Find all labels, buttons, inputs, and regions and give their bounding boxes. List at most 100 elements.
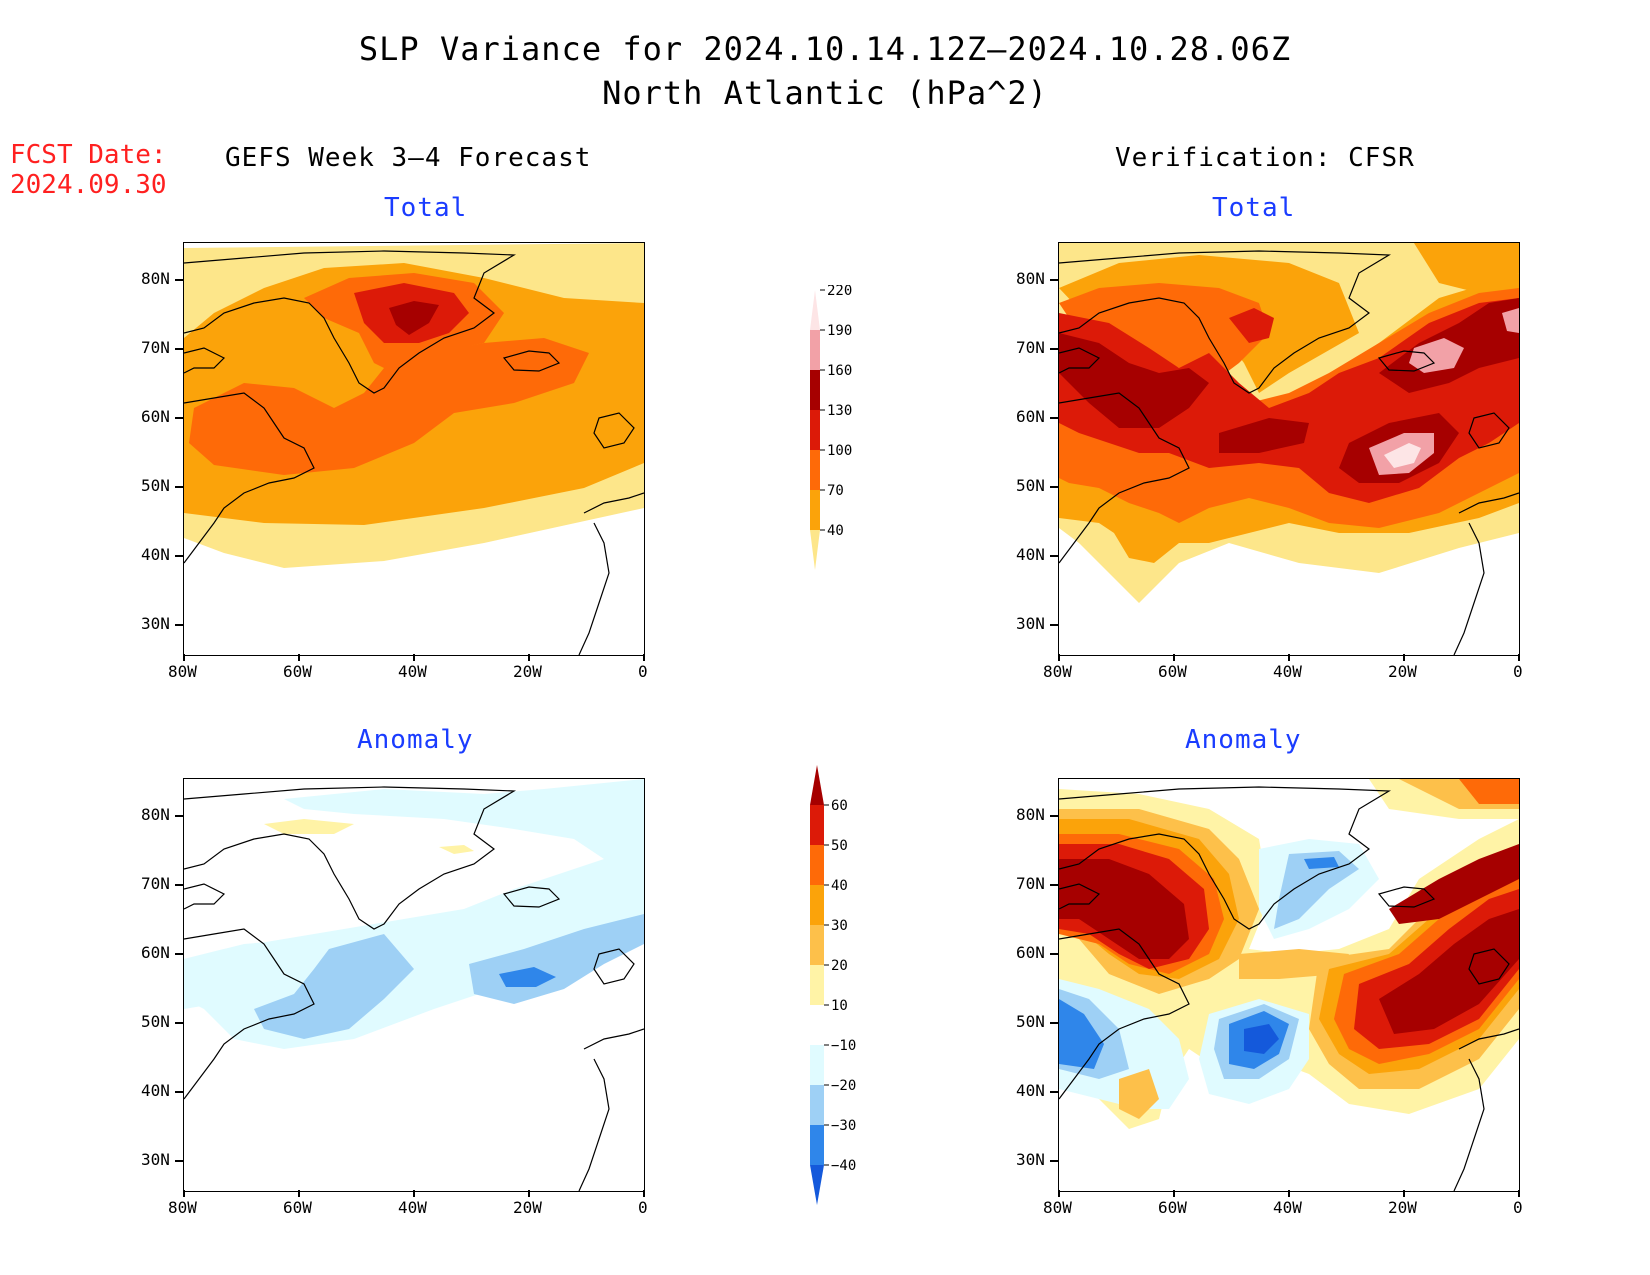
lon-tick-mark: [643, 654, 645, 661]
lon-tick-label: 0: [638, 1198, 648, 1217]
lat-tick-mark: [1050, 953, 1058, 955]
lon-tick-label: 80W: [168, 1198, 197, 1217]
lat-tick-mark: [1050, 555, 1058, 557]
lat-tick-mark: [1050, 1160, 1058, 1162]
lat-tick-label: 30N: [141, 1150, 170, 1169]
coastline: [184, 250, 644, 655]
lat-tick-mark: [175, 279, 183, 281]
cfsr-total-map: [1058, 242, 1520, 656]
contour-minus30b: [1059, 999, 1104, 1069]
colorbar-segment: [810, 965, 824, 1005]
contour-130b: [1229, 308, 1274, 343]
lon-tick-label: 60W: [283, 662, 312, 681]
lat-tick-label: 70N: [1016, 874, 1045, 893]
lon-tick-mark: [298, 654, 300, 661]
colorbar-segment: [810, 885, 824, 925]
colorbar-label: 40: [827, 523, 844, 539]
lat-tick-label: 40N: [141, 1081, 170, 1100]
lon-tick-label: 20W: [1388, 1198, 1417, 1217]
lat-tick-mark: [175, 884, 183, 886]
contour-minus10: [184, 779, 644, 1049]
lon-tick-label: 80W: [168, 662, 197, 681]
anomaly-colorbar-graphic: −40 −30 −20 −10 10 20 30 40 50 60: [810, 765, 856, 1205]
contour-minus30c: [1304, 857, 1339, 869]
lon-tick-mark: [1058, 1190, 1060, 1197]
lat-tick-label: 50N: [141, 1012, 170, 1031]
colorbar-segment: [810, 290, 820, 330]
lon-tick-mark: [1058, 654, 1060, 661]
lon-tick-mark: [643, 1190, 645, 1197]
lat-tick-label: 30N: [1016, 614, 1045, 633]
forecast-date-value: 2024.09.30: [10, 170, 167, 200]
lat-tick-mark: [1050, 1091, 1058, 1093]
colorbar-segment: [810, 490, 820, 530]
lon-tick-mark: [413, 1190, 415, 1197]
colorbar-label: 20: [831, 958, 848, 974]
contour-220: [1384, 443, 1421, 468]
contour-160: [389, 301, 439, 335]
colorbar-label: 60: [831, 798, 848, 814]
colorbar-label: 10: [831, 998, 848, 1014]
contour-60: [1059, 859, 1189, 959]
colorbar-label: 30: [831, 918, 848, 934]
contour-70c: [1414, 243, 1519, 293]
lon-tick-mark: [183, 1190, 185, 1197]
colorbar-label: −40: [831, 1158, 856, 1174]
lat-tick-label: 70N: [1016, 338, 1045, 357]
lon-tick-mark: [1518, 654, 1520, 661]
lat-tick-label: 30N: [1016, 1150, 1045, 1169]
lon-tick-label: 20W: [513, 1198, 542, 1217]
lon-tick-mark: [183, 654, 185, 661]
anomaly-colorbar: −40 −30 −20 −10 10 20 30 40 50 60: [810, 760, 880, 1224]
lon-tick-label: 60W: [283, 1198, 312, 1217]
contour-10b: [439, 845, 474, 854]
lat-tick-mark: [1050, 1022, 1058, 1024]
lon-tick-label: 80W: [1043, 1198, 1072, 1217]
lon-tick-label: 0: [1513, 1198, 1523, 1217]
lon-tick-label: 60W: [1158, 662, 1187, 681]
total-colorbar-graphic: 40 70 100 130 160 190 220: [810, 283, 852, 570]
coastline: [1059, 786, 1519, 1191]
lat-tick-label: 50N: [1016, 476, 1045, 495]
lon-tick-mark: [413, 654, 415, 661]
lon-tick-label: 20W: [1388, 662, 1417, 681]
lat-tick-label: 60N: [1016, 407, 1045, 426]
lat-tick-label: 70N: [141, 338, 170, 357]
lat-tick-label: 50N: [141, 476, 170, 495]
contour-190: [1409, 338, 1464, 373]
colorbar-label: 130: [827, 403, 852, 419]
colorbar-segment: [810, 450, 820, 490]
contour-20c: [1239, 949, 1349, 979]
lon-tick-mark: [528, 654, 530, 661]
colorbar-segment: [810, 1165, 824, 1205]
contour-minus10b: [184, 939, 304, 1009]
lon-tick-label: 0: [1513, 662, 1523, 681]
coastline: [1059, 250, 1519, 655]
forecast-date-block: FCST Date: 2024.09.30: [10, 140, 167, 200]
gefs-anomaly-title: Anomaly: [357, 725, 474, 755]
contour-minus20c: [1274, 851, 1359, 929]
lat-tick-mark: [1050, 348, 1058, 350]
lon-tick-label: 40W: [1273, 1198, 1302, 1217]
lat-tick-label: 30N: [141, 614, 170, 633]
contour-minus30: [499, 967, 556, 987]
contour-40c: [1459, 779, 1519, 804]
lon-tick-label: 40W: [398, 662, 427, 681]
contour-minus40: [1244, 1024, 1279, 1054]
main-subtitle: North Atlantic (hPa^2): [602, 74, 1048, 112]
colorbar-segment: [810, 925, 824, 965]
colorbar-segment: [810, 530, 820, 570]
contour-60b: [1379, 909, 1519, 1034]
forecast-date-label: FCST Date:: [10, 140, 167, 170]
colorbar-segment: [810, 805, 824, 845]
lat-tick-label: 50N: [1016, 1012, 1045, 1031]
contour-10: [264, 819, 354, 834]
coastline: [184, 786, 644, 1191]
colorbar-label: 70: [827, 483, 844, 499]
lat-tick-mark: [175, 348, 183, 350]
lat-tick-mark: [175, 953, 183, 955]
lat-tick-label: 70N: [141, 874, 170, 893]
cfsr-anomaly-title: Anomaly: [1185, 725, 1302, 755]
total-colorbar: 40 70 100 130 160 190 220: [810, 283, 880, 619]
lon-tick-mark: [1403, 1190, 1405, 1197]
